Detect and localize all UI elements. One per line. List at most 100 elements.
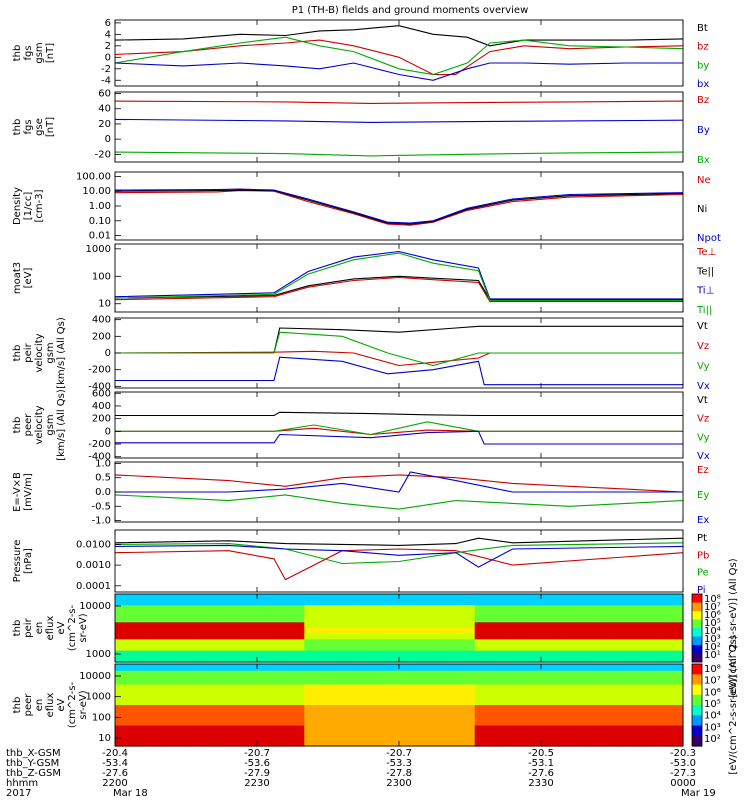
- spectrogram-cell: [389, 605, 400, 612]
- spectrogram-cell: [313, 725, 324, 733]
- spectrogram-cell: [380, 622, 391, 629]
- spectrogram-cell: [351, 732, 362, 740]
- spectrogram-cell: [275, 645, 286, 652]
- spectrogram-cell: [569, 698, 580, 706]
- spectrogram-cell: [427, 725, 438, 733]
- spectrogram-cell: [645, 691, 656, 699]
- spectrogram-cell: [569, 650, 580, 657]
- spectrogram-cell: [351, 605, 362, 612]
- spectrogram-cell: [446, 725, 457, 733]
- spectrogram-cell: [399, 684, 410, 692]
- spectrogram-cell: [219, 725, 230, 733]
- spectrogram-cell: [578, 705, 589, 713]
- spectrogram-cell: [162, 718, 173, 727]
- spectrogram-cell: [427, 670, 438, 679]
- spectrogram-cell: [493, 656, 504, 663]
- spectrogram-cell: [323, 605, 334, 612]
- spectrogram-cell: [162, 670, 173, 679]
- spectrogram-cell: [200, 611, 211, 618]
- legend-label: Vt: [697, 395, 708, 406]
- y-tick-label: 200: [92, 414, 111, 425]
- spectrogram-cell: [162, 698, 173, 706]
- spectrogram-cell: [559, 725, 570, 733]
- spectrogram-cell: [143, 628, 154, 635]
- legend-label: Vy: [697, 432, 710, 443]
- spectrogram-cell: [294, 725, 305, 733]
- spectrogram-cell: [361, 691, 372, 699]
- spectrogram-cell: [115, 691, 126, 699]
- spectrogram-cell: [162, 656, 173, 663]
- spectrogram-cell: [266, 732, 277, 740]
- spectrogram-cell: [597, 739, 608, 747]
- spectrogram-cell: [654, 622, 665, 629]
- spectrogram-cell: [266, 718, 277, 727]
- spectrogram-cell: [645, 605, 656, 612]
- spectrogram-cell: [238, 677, 249, 686]
- x-tick-value: 2200: [102, 778, 127, 789]
- spectrogram-cell: [124, 698, 135, 706]
- spectrogram-cell: [257, 605, 268, 612]
- spectrogram-cell: [531, 670, 542, 679]
- spectrogram-cell: [152, 732, 163, 740]
- spectrogram-cell: [143, 599, 154, 606]
- spectrogram-cell: [380, 670, 391, 679]
- spectrogram-cell: [465, 616, 476, 623]
- spectrogram-cell: [171, 670, 182, 679]
- spectrogram-cell: [304, 605, 315, 612]
- spectrogram-cell: [143, 698, 154, 706]
- spectrogram-cell: [626, 628, 637, 635]
- spectrogram-cell: [550, 599, 561, 606]
- spectrogram-cell: [654, 639, 665, 646]
- spectrogram-cell: [427, 622, 438, 629]
- spectrogram-cell: [133, 616, 144, 623]
- spectrogram-cell: [597, 677, 608, 686]
- colorbar-tick-label: 10⁷: [704, 602, 721, 613]
- spectrogram-cell: [380, 645, 391, 652]
- colorbar-tick-label: 10⁶: [704, 610, 721, 621]
- spectrogram-cell: [559, 611, 570, 618]
- spectrogram-cell: [294, 718, 305, 727]
- spectrogram-cell: [257, 650, 268, 657]
- spectrogram-cell: [474, 705, 485, 713]
- spectrogram-cell: [209, 650, 220, 657]
- spectrogram-cell: [578, 691, 589, 699]
- spectrogram-cell: [342, 645, 353, 652]
- spectrogram-cell: [247, 711, 258, 720]
- spectrogram-cell: [417, 650, 428, 657]
- spectrogram-cell: [219, 616, 230, 623]
- spectrogram-cell: [209, 633, 220, 640]
- spectrogram-cell: [342, 718, 353, 727]
- spectrogram-cell: [162, 605, 173, 612]
- y-tick-label: 100.00: [76, 171, 111, 182]
- colorbar-segment: [692, 636, 702, 646]
- spectrogram-cell: [493, 691, 504, 699]
- spectrogram-cell: [133, 628, 144, 635]
- spectrogram-cell: [465, 691, 476, 699]
- spectrogram-cell: [541, 611, 552, 618]
- x-tick-value: -27.9: [244, 768, 270, 779]
- colorbar-segment: [692, 628, 702, 637]
- spectrogram-cell: [493, 711, 504, 720]
- spectrogram-cell: [275, 656, 286, 663]
- spectrogram-cell: [257, 705, 268, 713]
- spectrogram-cell: [417, 718, 428, 727]
- spectrogram-cell: [133, 705, 144, 713]
- spectrogram-cell: [474, 599, 485, 606]
- spectrogram-cell: [399, 611, 410, 618]
- spectrogram-cell: [219, 664, 230, 672]
- spectrogram-cell: [209, 698, 220, 706]
- spectrogram-cell: [275, 698, 286, 706]
- spectrogram-cell: [522, 698, 533, 706]
- spectrogram-cell: [200, 684, 211, 692]
- x-tick-value: 2330: [528, 778, 553, 789]
- spectrogram-cell: [152, 711, 163, 720]
- spectrogram-cell: [266, 628, 277, 635]
- spectrogram-cell: [408, 725, 419, 733]
- spectrogram-cell: [408, 718, 419, 727]
- spectrogram-cell: [275, 605, 286, 612]
- spectrogram-cell: [474, 691, 485, 699]
- spectrogram-cell: [124, 711, 135, 720]
- colorbar-segment: [692, 619, 702, 629]
- spectrogram-cell: [408, 656, 419, 663]
